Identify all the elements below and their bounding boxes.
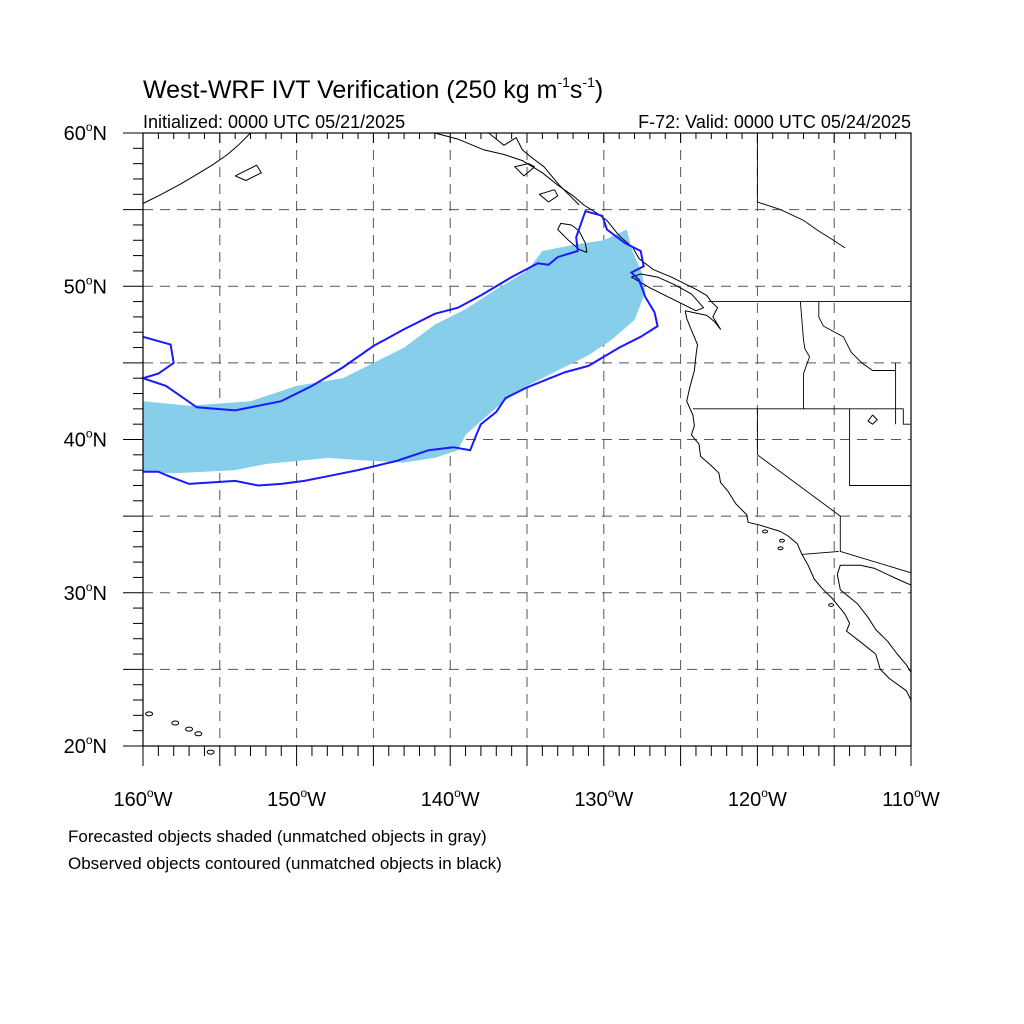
lat-hemisphere: N	[93, 736, 107, 758]
lon-label: 160oW	[114, 786, 173, 811]
coastal-island	[777, 546, 784, 551]
coastline-segment	[557, 222, 588, 253]
coastal-island	[828, 603, 835, 607]
coastline-segment	[836, 564, 912, 673]
political-border	[818, 301, 896, 371]
forecast-object-shading	[143, 229, 646, 474]
degree-mark: o	[914, 786, 921, 800]
lon-hemisphere: W	[768, 789, 787, 811]
hawaii-island	[194, 731, 203, 737]
lon-hemisphere: W	[307, 789, 326, 811]
degree-mark: o	[300, 786, 307, 800]
degree-mark: o	[86, 120, 93, 134]
footnote-observed: Observed objects contoured (unmatched ob…	[68, 854, 502, 873]
lon-hemisphere: W	[614, 789, 633, 811]
degree-mark: o	[454, 786, 461, 800]
title-main: West-WRF IVT Verification (250 kg m	[143, 76, 557, 104]
figure-title: West-WRF IVT Verification (250 kg m-1s-1…	[143, 74, 603, 104]
lat-hemisphere: N	[93, 276, 107, 298]
lon-label: 140oW	[421, 786, 480, 811]
title-close: )	[595, 76, 603, 104]
coastlines	[142, 132, 912, 755]
observed-object-contour	[139, 209, 659, 487]
coastline-segment	[684, 310, 912, 701]
hawaii-island	[145, 711, 154, 717]
political-border	[756, 408, 912, 574]
lon-hemisphere: W	[154, 789, 173, 811]
coastline-segment	[538, 189, 559, 203]
lon-label: 130oW	[574, 786, 633, 811]
hawaii-island	[206, 749, 215, 755]
lat-hemisphere: N	[93, 430, 107, 452]
degree-mark: o	[608, 786, 615, 800]
axis-ticks	[123, 132, 912, 766]
lat-label: 40oN	[64, 427, 107, 452]
lat-label: 60oN	[64, 120, 107, 145]
hawaii-island	[171, 720, 180, 726]
lon-label: 150oW	[267, 786, 326, 811]
degree-mark: o	[761, 786, 768, 800]
initialized-label: Initialized: 0000 UTC 05/21/2025	[143, 112, 405, 132]
coastline-segment	[234, 164, 262, 181]
coastline-segment	[630, 273, 705, 312]
lat-hemisphere: N	[93, 123, 107, 145]
political-border	[849, 408, 911, 486]
coastal-island	[778, 538, 785, 543]
coastal-island	[762, 529, 769, 534]
title-exp1: -1	[557, 74, 570, 90]
lat-label: 20oN	[64, 733, 107, 758]
degree-mark: o	[86, 580, 93, 594]
map-panel: 60oN 50oN 40oN 30oN 20oN 160oW 150oW 140oW 130o…	[64, 120, 940, 811]
coastline-segment	[142, 132, 251, 204]
lon-label: 110oW	[882, 786, 940, 811]
political-border	[799, 301, 811, 409]
coastline-segment	[434, 132, 721, 330]
longitude-labels: 160oW 150oW 140oW 130oW 120oW 110oW	[114, 786, 940, 811]
hawaii-island	[185, 726, 194, 732]
title-exp2: -1	[582, 74, 595, 90]
political-border	[756, 133, 846, 249]
lon-hemisphere: W	[921, 789, 940, 811]
lat-label: 50oN	[64, 273, 107, 298]
latitude-labels: 60oN 50oN 40oN 30oN 20oN	[64, 120, 107, 758]
lon-hemisphere: W	[461, 789, 480, 811]
political-border	[801, 550, 839, 555]
degree-mark: o	[86, 733, 93, 747]
degree-mark: o	[86, 273, 93, 287]
coastline-segment	[514, 163, 536, 177]
lat-hemisphere: N	[93, 583, 107, 605]
degree-mark: o	[86, 427, 93, 441]
coastline-segment	[867, 414, 878, 425]
footnote-forecast: Forecasted objects shaded (unmatched obj…	[68, 827, 487, 846]
coastline-segment	[488, 132, 580, 206]
degree-mark: o	[147, 786, 154, 800]
lon-label: 120oW	[728, 786, 787, 811]
valid-label: F-72: Valid: 0000 UTC 05/24/2025	[638, 112, 911, 132]
title-mid: s	[570, 76, 583, 104]
political-border	[692, 408, 911, 425]
lat-label: 30oN	[64, 580, 107, 605]
